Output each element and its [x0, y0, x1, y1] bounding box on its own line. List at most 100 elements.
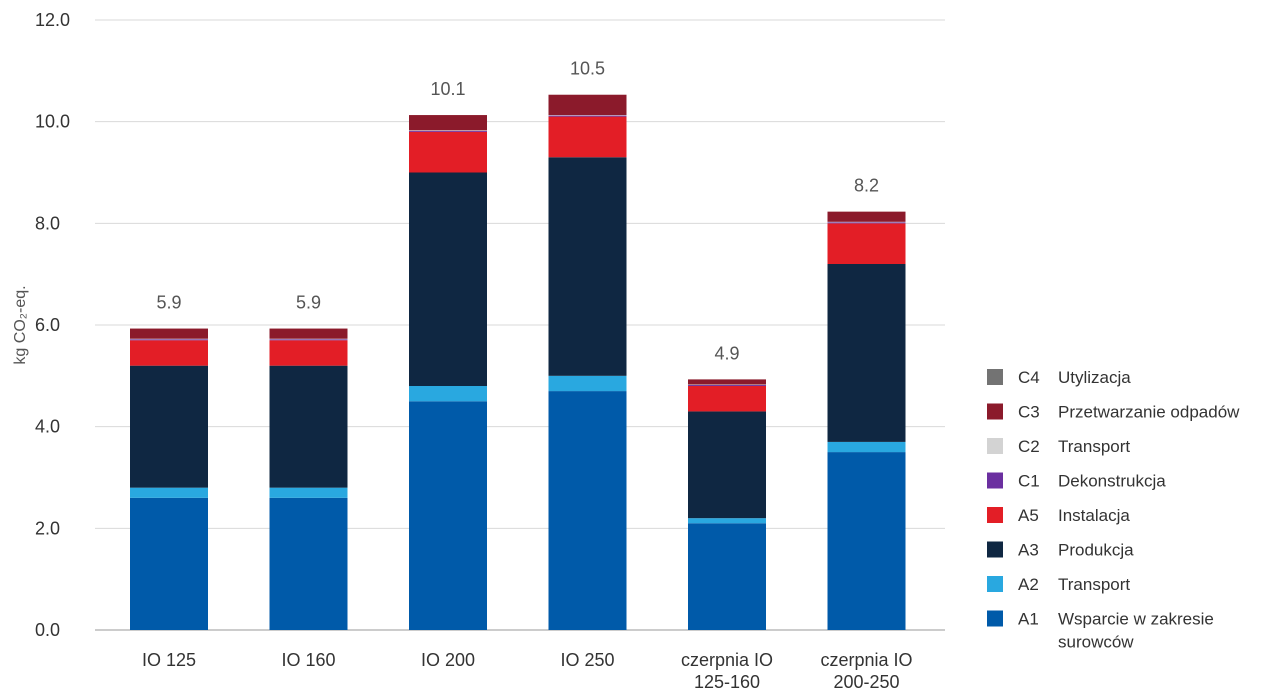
- legend-label: Transport: [1058, 437, 1130, 456]
- bar-segment-c2: [409, 130, 487, 131]
- legend-label: Wsparcie w zakresie surowców: [1058, 610, 1214, 652]
- x-tick-label: IO 250: [560, 650, 614, 670]
- bar-total-label: 5.9: [296, 293, 321, 313]
- bar-segment-c1: [269, 339, 348, 341]
- bar-segment-a5: [130, 340, 208, 366]
- bar-segment-a3: [688, 411, 766, 519]
- legend-item-c3: C3 Przetwarzanie odpadów: [987, 403, 1240, 422]
- y-tick-label: 0.0: [35, 620, 60, 640]
- legend-item-a5: A5 Instalacja: [987, 506, 1130, 525]
- bar-segment-a1: [827, 452, 906, 630]
- legend-item-c1: C1 Dekonstrukcja: [987, 472, 1166, 491]
- bar-segment-a2: [548, 375, 627, 392]
- bar-segment-c1: [827, 222, 906, 224]
- bar-segment-c1: [688, 384, 766, 386]
- y-tick-label: 8.0: [35, 213, 60, 233]
- legend-swatch: [987, 438, 1003, 454]
- bar-segment-c1: [409, 130, 487, 132]
- legend-label: Dekonstrukcja: [1058, 472, 1166, 491]
- legend-label: Instalacja: [1058, 506, 1130, 525]
- legend-code: C2: [1018, 437, 1040, 456]
- bar-segment-a2: [827, 441, 906, 453]
- bar-segment-c3: [688, 379, 766, 385]
- legend-label: Produkcja: [1058, 541, 1134, 560]
- bar-segment-a5: [409, 131, 487, 173]
- legend-swatch: [987, 576, 1003, 592]
- legend-item-a3: A3 Produkcja: [987, 541, 1134, 560]
- bar-segment-c2: [688, 384, 766, 386]
- legend-label: Utylizacja: [1058, 368, 1131, 387]
- bar-segment-a3: [130, 365, 208, 488]
- legend-item-a1: A1 Wsparcie w zakresie surowców: [987, 610, 1214, 652]
- legend-code: A3: [1018, 541, 1039, 560]
- bar-segment-c1: [548, 115, 627, 117]
- bar-segment-c2: [827, 221, 906, 223]
- y-axis-ticks: 0.0 2.0 4.0 6.0 8.0 10.0 12.0: [35, 10, 70, 640]
- bar-segment-a1: [130, 497, 208, 630]
- bar-segment-c3: [409, 115, 487, 131]
- bar-segment-a3: [548, 157, 627, 376]
- bar-total-label: 8.2: [854, 176, 879, 196]
- x-tick-label: czerpnia IO 200-250: [820, 650, 912, 690]
- bar-segment-a1: [548, 391, 627, 630]
- bar-segment-a5: [269, 340, 348, 366]
- bar-segment-c2: [130, 338, 208, 340]
- bar-total-label: 10.1: [430, 79, 465, 99]
- bar-segment-c3: [827, 211, 906, 222]
- bar-segment-a2: [409, 386, 487, 402]
- bar-segment-a2: [130, 487, 208, 498]
- legend-item-a2: A2 Transport: [987, 575, 1130, 594]
- x-tick-label: IO 160: [281, 650, 335, 670]
- bar-segment-c2: [269, 338, 348, 340]
- legend-code: C1: [1018, 472, 1040, 491]
- bar-segment-a3: [409, 172, 487, 386]
- bar-segment-a5: [688, 386, 766, 412]
- bar-total-label: 4.9: [714, 343, 739, 363]
- bars: [130, 94, 906, 630]
- legend-swatch: [987, 403, 1003, 420]
- bar-segment-c3: [548, 94, 627, 116]
- bar-segment-a2: [688, 518, 766, 524]
- legend-swatch: [987, 507, 1003, 523]
- legend-code: C3: [1018, 403, 1040, 422]
- bar-segment-a2: [269, 487, 348, 498]
- legend: C4 Utylizacja C3 Przetwarzanie odpadów C2 Tra…: [987, 368, 1240, 652]
- y-tick-label: 2.0: [35, 518, 60, 538]
- bar-segment-c2: [548, 115, 627, 116]
- legend-item-c4: C4 Utylizacja: [987, 368, 1131, 387]
- bar-totals: 5.9 5.9 10.1 10.5 4.9 8.2: [156, 59, 879, 364]
- x-tick-label: IO 125: [142, 650, 196, 670]
- legend-swatch: [987, 541, 1003, 558]
- bar-segment-c3: [130, 328, 208, 339]
- legend-swatch: [987, 610, 1003, 627]
- bar-segment-c3: [269, 328, 348, 339]
- y-axis-label: kg CO₂-eq.: [12, 285, 29, 364]
- x-tick-label: IO 200: [421, 650, 475, 670]
- x-axis-categories: IO 125 IO 160 IO 200 IO 250 czerpnia IO 125-1…: [142, 650, 913, 690]
- legend-code: C4: [1018, 368, 1040, 387]
- y-tick-label: 6.0: [35, 315, 60, 335]
- legend-swatch: [987, 369, 1003, 385]
- bar-total-label: 10.5: [570, 59, 605, 79]
- bar-segment-c1: [130, 339, 208, 341]
- bar-segment-a3: [827, 264, 906, 442]
- bar-segment-a5: [548, 116, 627, 158]
- legend-code: A2: [1018, 575, 1039, 594]
- legend-code: A5: [1018, 506, 1039, 525]
- bar-segment-a1: [269, 497, 348, 630]
- legend-label: Transport: [1058, 575, 1130, 594]
- gridlines: [95, 19, 945, 631]
- legend-code: A1: [1018, 610, 1039, 629]
- y-tick-label: 4.0: [35, 417, 60, 437]
- legend-item-c2: C2 Transport: [987, 437, 1130, 456]
- bar-segment-a3: [269, 365, 348, 488]
- legend-label: Przetwarzanie odpadów: [1058, 403, 1240, 422]
- y-tick-label: 10.0: [35, 112, 70, 132]
- x-tick-label: czerpnia IO 125-160: [681, 650, 773, 690]
- bar-total-label: 5.9: [156, 293, 181, 313]
- bar-segment-a5: [827, 223, 906, 264]
- bar-segment-a1: [688, 523, 766, 630]
- y-tick-label: 12.0: [35, 10, 70, 30]
- bar-segment-a1: [409, 401, 487, 630]
